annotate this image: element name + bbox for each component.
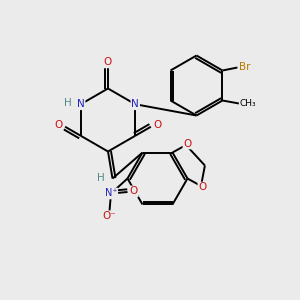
Text: H: H (97, 173, 105, 183)
Text: O: O (129, 186, 138, 197)
Text: O: O (183, 139, 192, 148)
Text: N: N (77, 99, 85, 109)
Text: O: O (198, 182, 207, 193)
Text: O: O (153, 120, 162, 130)
Text: O: O (54, 120, 63, 130)
Text: H: H (64, 98, 72, 108)
Text: Br: Br (238, 62, 250, 73)
Text: CH₃: CH₃ (240, 99, 256, 108)
Text: O: O (104, 57, 112, 68)
Text: N⁺: N⁺ (105, 188, 117, 199)
Text: N: N (131, 99, 139, 109)
Text: O⁻: O⁻ (103, 211, 116, 221)
